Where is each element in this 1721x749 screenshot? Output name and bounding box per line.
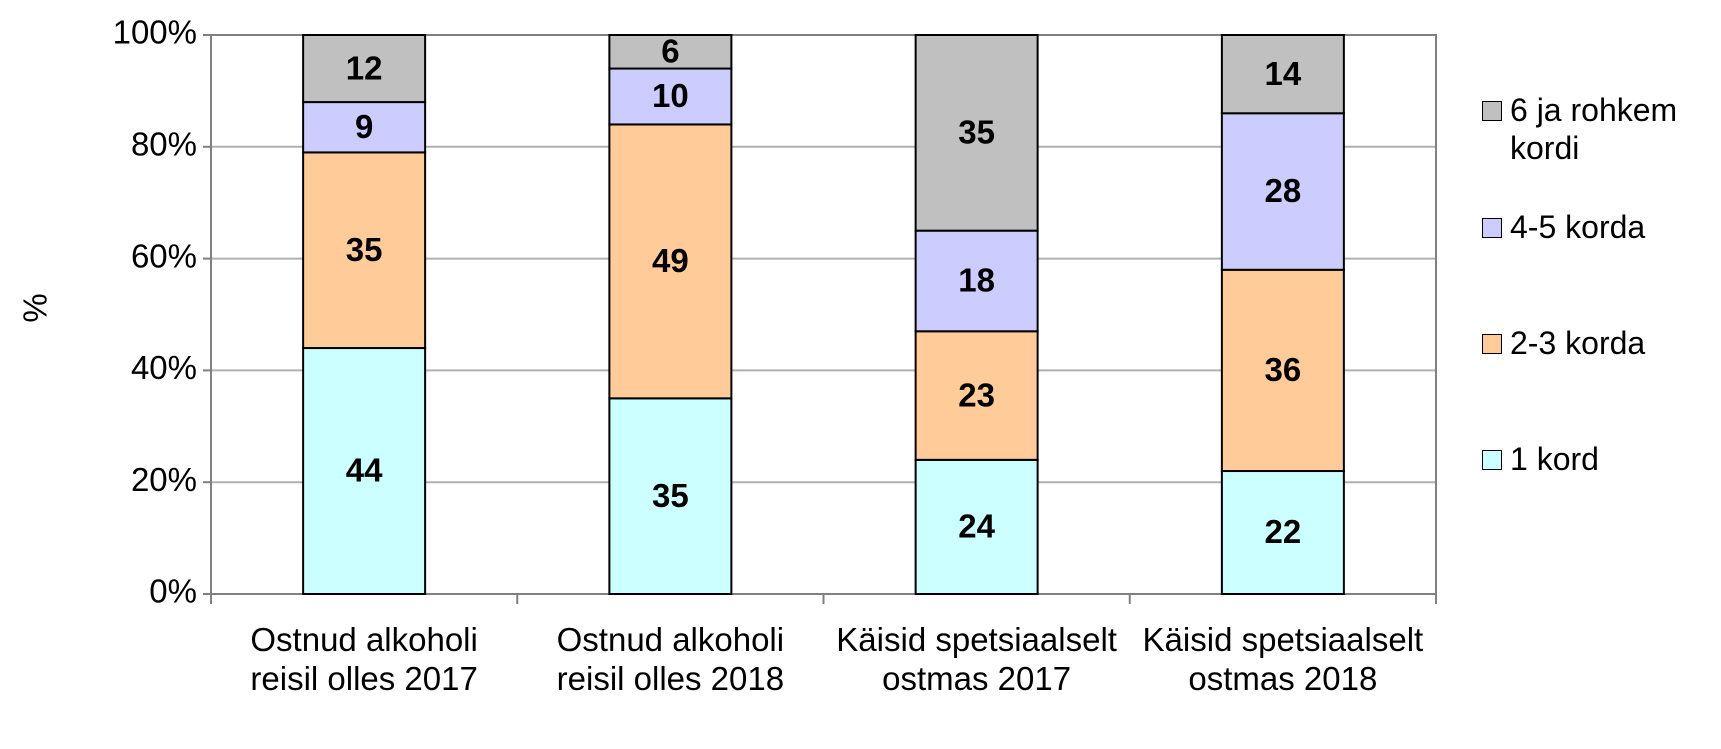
data-label: 9 <box>355 108 373 145</box>
data-label: 28 <box>1265 172 1302 209</box>
legend-label: 6 ja rohkem kordi <box>1510 92 1678 166</box>
bar-segment <box>1220 470 1345 595</box>
legend-swatch <box>1482 101 1502 121</box>
x-tick-label: Ostnud alkoholi reisil olles 2018 <box>556 621 785 697</box>
y-tick-label: 80% <box>131 126 197 163</box>
legend-swatch <box>1482 334 1502 354</box>
bar-segment <box>1220 268 1345 473</box>
y-tick-label: 20% <box>131 461 197 498</box>
data-label: 49 <box>652 242 689 279</box>
legend-label: 2-3 korda <box>1510 325 1646 361</box>
y-tick-label: 40% <box>131 349 197 386</box>
bar-segment <box>914 330 1039 461</box>
bar-segment <box>608 34 733 70</box>
bar-segment <box>608 123 733 400</box>
data-label: 35 <box>652 477 689 514</box>
bar-segment <box>1220 34 1345 115</box>
y-tick-label: 60% <box>131 237 197 274</box>
data-label: 18 <box>958 262 995 299</box>
x-tick-label: Käisid spetsiaalselt ostmas 2017 <box>836 621 1117 697</box>
bar-segment <box>302 34 427 104</box>
x-tick-label: Ostnud alkoholi reisil olles 2017 <box>250 621 478 697</box>
legend-label: 1 kord <box>1510 441 1599 477</box>
y-tick-label: 100% <box>113 14 197 51</box>
data-label: 10 <box>652 77 689 114</box>
y-axis-label: % <box>17 293 54 322</box>
bar-segment <box>608 67 733 126</box>
bar-segment <box>302 347 427 596</box>
y-tick-label: 0% <box>149 573 197 610</box>
data-label: 35 <box>346 231 383 268</box>
bar-segment <box>914 458 1039 595</box>
legend-swatch <box>1482 218 1502 238</box>
legend-label: 4-5 korda <box>1510 209 1646 245</box>
data-label: 44 <box>346 452 383 489</box>
bar-segment <box>914 229 1039 333</box>
data-label: 6 <box>661 32 679 69</box>
bar-segment <box>1220 112 1345 271</box>
data-label: 35 <box>958 114 995 151</box>
data-label: 23 <box>958 376 995 413</box>
data-label: 12 <box>346 49 383 86</box>
bar-segment <box>302 101 427 154</box>
data-label: 24 <box>958 508 995 545</box>
bar-segment <box>914 34 1039 232</box>
data-label: 36 <box>1265 351 1302 388</box>
legend-swatch <box>1482 450 1502 470</box>
data-label: 22 <box>1265 513 1302 550</box>
data-label: 14 <box>1265 55 1302 92</box>
x-tick-label: Käisid spetsiaalselt ostmas 2018 <box>1142 621 1424 697</box>
